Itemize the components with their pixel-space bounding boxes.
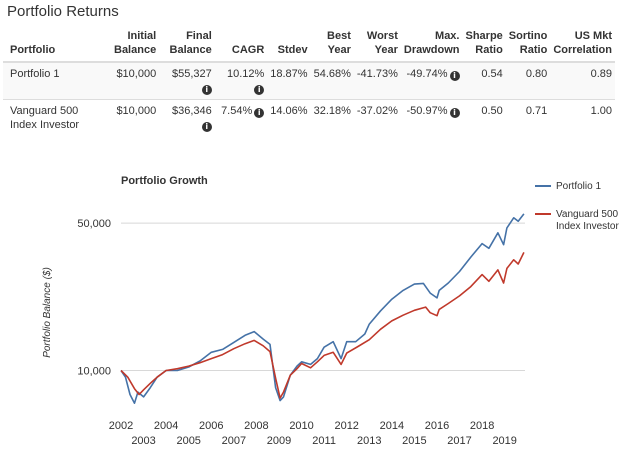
portfolio-name: Portfolio 1: [10, 68, 60, 80]
max-drawdown-cell: -49.74% i: [401, 62, 463, 100]
header-stdev: Stdev: [277, 44, 308, 56]
header-max-drawdown: Max. Drawdown: [403, 30, 460, 56]
sortino-ratio: 0.71: [525, 105, 548, 117]
header-initial-balance: Initial Balance: [114, 30, 157, 56]
info-icon[interactable]: i: [201, 85, 212, 95]
best-year: 54.68%: [313, 68, 351, 80]
initial-balance: $10,000: [116, 105, 157, 117]
x-tick-label: 2014: [380, 420, 404, 432]
x-tick-label: 2009: [267, 435, 291, 447]
final-balance-cell: $55,327 i: [159, 62, 215, 100]
header-sortino-ratio: Sortino Ratio: [508, 30, 548, 56]
worst-year: -37.02%: [356, 105, 398, 117]
legend-entry[interactable]: Portfolio 1: [535, 181, 601, 192]
max-drawdown: -50.97%: [406, 105, 448, 117]
header-portfolio: Portfolio: [10, 44, 56, 56]
x-tick-label: 2006: [199, 420, 223, 432]
info-icon[interactable]: i: [201, 122, 212, 132]
sharpe-ratio: 0.54: [481, 68, 503, 80]
chart-title: Portfolio Growth: [121, 175, 208, 187]
worst-year: -41.73%: [356, 68, 398, 80]
y-tick-label: 50,000: [77, 218, 111, 230]
max-drawdown-cell: -50.97% i: [401, 100, 463, 137]
chart-svg: Portfolio Growth 10,000 50,000 Portfolio B…: [42, 175, 619, 447]
table-row: Portfolio 1 $10,000 $55,327 i 10.12% i 18.…: [3, 62, 615, 100]
stdev: 18.87%: [270, 68, 308, 80]
x-tick-label: 2003: [131, 435, 155, 447]
series-line-2: [120, 252, 525, 399]
x-tick-label: 2015: [402, 435, 426, 447]
cagr: 10.12%: [226, 68, 265, 80]
x-tick-label: 2018: [470, 420, 494, 432]
header-best-year: Best Year: [327, 30, 351, 56]
x-tick-label: 2007: [222, 435, 246, 447]
portfolio-growth-chart: Portfolio Growth 10,000 50,000 Portfolio B…: [0, 165, 620, 451]
portfolio-name: Vanguard 500 Index Investor: [10, 105, 80, 131]
info-icon[interactable]: i: [449, 108, 460, 118]
cagr-cell: 10.12% i: [215, 62, 268, 100]
best-year: 32.18%: [313, 105, 351, 117]
legend-label: Index Investor: [556, 221, 619, 232]
x-tick-label: 2002: [109, 420, 133, 432]
header-us-mkt-correlation: US Mkt Correlation: [553, 30, 612, 56]
table-header-row: Portfolio Initial Balance Final Balance CA…: [3, 29, 615, 62]
y-tick-label: 10,000: [77, 366, 111, 378]
info-icon[interactable]: i: [449, 71, 460, 81]
us-mkt-correlation: 1.00: [590, 105, 612, 117]
legend-label: Portfolio 1: [556, 181, 601, 192]
sortino-ratio: 0.80: [525, 68, 548, 80]
x-tick-label: 2005: [176, 435, 200, 447]
x-tick-label: 2013: [357, 435, 381, 447]
final-balance-cell: $36,346 i: [159, 100, 215, 137]
x-tick-label: 2008: [244, 420, 268, 432]
header-sharpe-ratio: Sharpe Ratio: [465, 30, 503, 56]
x-tick-label: 2010: [289, 420, 313, 432]
section-title: Portfolio Returns: [7, 3, 119, 20]
x-tick-label: 2012: [334, 420, 358, 432]
stdev: 14.06%: [270, 105, 308, 117]
header-cagr: CAGR: [231, 44, 265, 56]
sharpe-ratio: 0.50: [481, 105, 503, 117]
series-lines: [120, 213, 525, 404]
info-icon[interactable]: i: [254, 85, 265, 95]
legend-label: Vanguard 500: [556, 209, 619, 220]
x-tick-label: 2016: [425, 420, 449, 432]
x-tick-label: 2019: [492, 435, 516, 447]
final-balance: $36,346: [171, 105, 212, 117]
returns-table: Portfolio Initial Balance Final Balance CA…: [3, 29, 615, 136]
max-drawdown: -49.74%: [406, 68, 448, 80]
header-worst-year: Worst Year: [366, 30, 398, 56]
x-tick-label: 2004: [154, 420, 178, 432]
initial-balance: $10,000: [116, 68, 157, 80]
cagr-cell: 7.54% i: [215, 100, 268, 137]
final-balance: $55,327: [171, 68, 212, 80]
table-row: Vanguard 500 Index Investor $10,000 $36,…: [3, 99, 615, 137]
axis-labels: 10,000 50,000 Portfolio Balance ($) 2002 200…: [42, 218, 517, 447]
info-icon[interactable]: i: [254, 108, 265, 118]
us-mkt-correlation: 0.89: [590, 68, 612, 80]
series-line-1: [120, 213, 525, 404]
x-tick-label: 2011: [312, 435, 336, 447]
grid-lines: [121, 222, 525, 372]
header-final-balance: Final Balance: [169, 30, 212, 56]
x-tick-label: 2017: [447, 435, 471, 447]
cagr: 7.54%: [221, 105, 253, 117]
y-axis-label: Portfolio Balance ($): [42, 267, 53, 358]
